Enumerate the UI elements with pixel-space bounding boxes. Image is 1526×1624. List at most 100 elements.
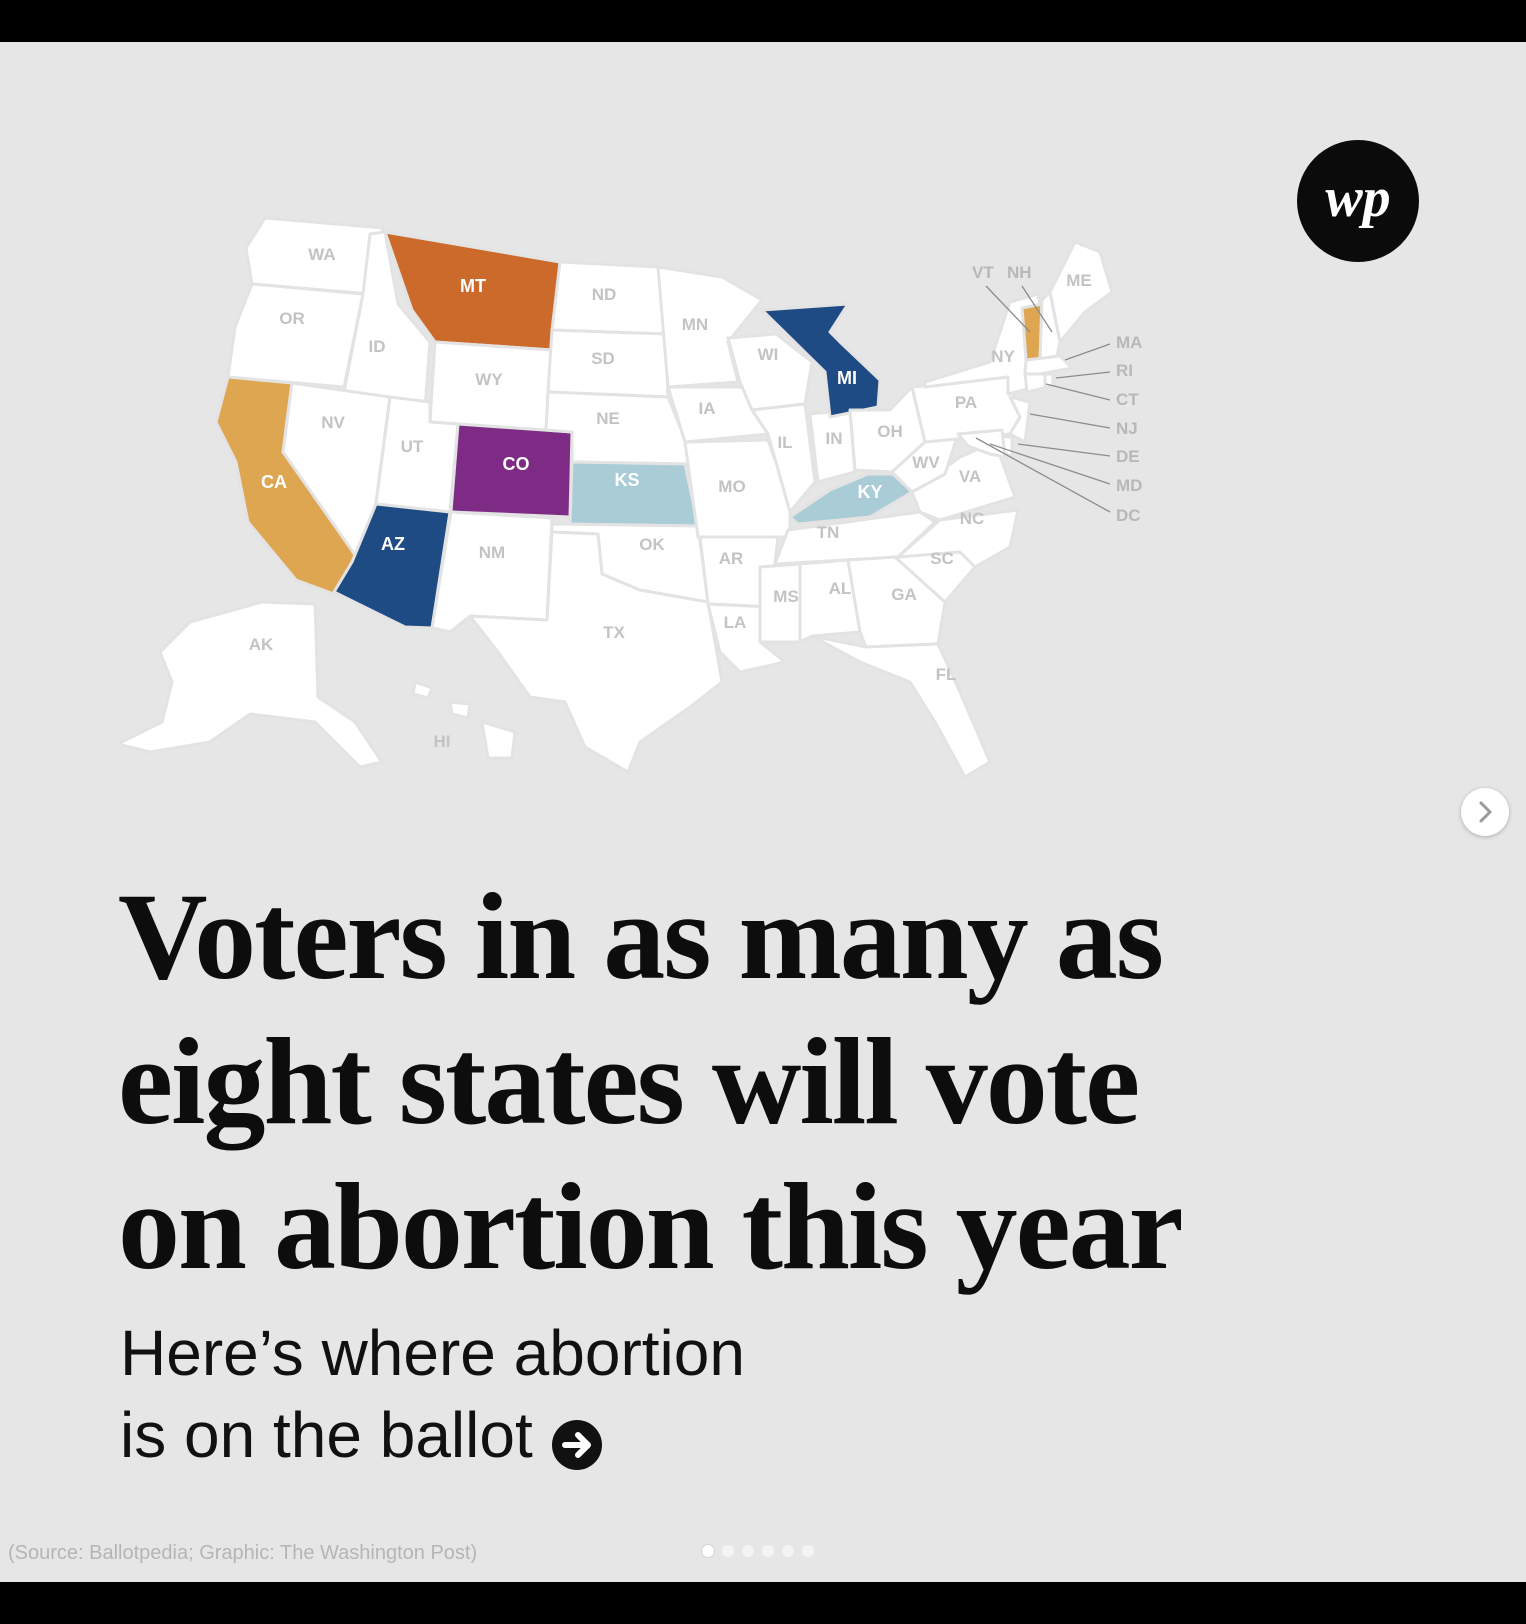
pagination-dot[interactable] [762,1545,774,1557]
state-HI [411,680,517,760]
state-ME [1048,240,1114,344]
label-DE: DE [1116,447,1140,466]
headline-line-3: on abortion this year [118,1158,1184,1295]
state-MD [956,428,1007,459]
state-AL [798,558,862,644]
label-GA: GA [891,585,917,604]
state-TX [468,530,724,774]
label-AR: AR [719,549,744,568]
label-KY: KY [857,482,882,502]
state-MA [1023,354,1074,376]
washington-post-logo: wp [1297,140,1419,262]
label-SC: SC [930,549,954,568]
label-TX: TX [603,623,625,642]
label-WY: WY [475,370,503,389]
leader-dc [975,437,1111,513]
chevron-right-icon [1479,801,1492,823]
label-NE: NE [596,409,620,428]
label-NJ: NJ [1116,419,1138,438]
state-MO [683,438,792,539]
label-OK: OK [639,535,665,554]
us-map: WA OR CA MT ID NV WY UT AZ CO NM ND SD N… [0,42,1526,842]
label-CA: CA [261,472,287,492]
label-DC: DC [1116,506,1141,525]
label-ND: ND [592,285,617,304]
label-VA: VA [959,467,981,486]
state-ID [342,230,432,410]
label-CT: CT [1116,390,1139,409]
label-HI: HI [434,732,451,751]
leader-md [989,443,1111,485]
pagination-dots [702,1545,814,1557]
label-NM: NM [479,543,505,562]
state-CT [1023,372,1047,394]
label-IL: IL [777,433,792,452]
next-slide-button[interactable] [1461,788,1509,836]
subhead-line-2: is on the ballot [120,1399,533,1471]
state-MI [760,302,882,419]
label-LA: LA [724,613,747,632]
label-NC: NC [960,509,985,528]
pagination-dot[interactable] [802,1545,814,1557]
state-IL [750,402,817,514]
us-map-svg: WA OR CA MT ID NV WY UT AZ CO NM ND SD N… [116,216,1142,779]
state-NH [1038,290,1062,362]
label-IA: IA [699,399,716,418]
headline-line-1: Voters in as many as [118,868,1164,1005]
label-TN: TN [817,523,840,542]
pagination-dot[interactable] [742,1545,754,1557]
state-FL [810,634,992,779]
leader-nh [1021,285,1053,333]
leader-nj [1029,413,1111,429]
leader-ma [1064,343,1111,361]
source-credit: (Source: Ballotpedia; Graphic: The Washi… [8,1542,478,1564]
state-NM [430,510,554,634]
label-SD: SD [591,349,615,368]
label-MO: MO [718,477,745,496]
arrow-right-circle-icon[interactable] [551,1408,603,1471]
label-WI: WI [758,345,779,364]
state-WV [890,432,960,494]
state-VA [910,440,1017,522]
label-UT: UT [401,437,424,456]
label-MS: MS [773,587,799,606]
label-WA: WA [308,245,335,264]
label-IN: IN [826,429,843,448]
pagination-dot[interactable] [722,1545,734,1557]
leader-ri [1055,371,1111,379]
subhead-line-1: Here’s where abortion [120,1317,745,1389]
label-VT: VT [972,263,994,282]
subheadline: Here’s where abortion is on the ballot [120,1312,1120,1476]
label-KS: KS [614,470,639,490]
post-card: wp [0,42,1526,1582]
label-ID: ID [369,337,386,356]
label-NV: NV [321,413,345,432]
label-MD: MD [1116,476,1142,495]
leader-ct [1045,383,1111,401]
state-OR [226,282,365,389]
logo-text: wp [1325,167,1390,229]
label-RI: RI [1116,361,1133,380]
label-FL: FL [936,665,957,684]
pagination-dot[interactable] [702,1545,714,1557]
label-AL: AL [829,579,852,598]
label-CO: CO [503,454,530,474]
label-PA: PA [955,393,977,412]
label-MN: MN [682,315,708,334]
state-AK [116,600,384,769]
leader-de [1017,443,1111,457]
label-MI: MI [837,368,857,388]
headline: Voters in as many as eight states will v… [118,864,1418,1299]
label-AZ: AZ [381,534,405,554]
headline-line-2: eight states will vote [118,1013,1140,1150]
label-ME: ME [1066,271,1092,290]
state-NJ [1008,395,1032,444]
label-NH: NH [1007,263,1032,282]
label-OR: OR [279,309,305,328]
label-MA: MA [1116,333,1142,352]
label-MT: MT [460,276,486,296]
label-OH: OH [877,422,903,441]
pagination-dot[interactable] [782,1545,794,1557]
wp-logo-icon: wp [1325,167,1390,229]
label-NY: NY [991,347,1015,366]
